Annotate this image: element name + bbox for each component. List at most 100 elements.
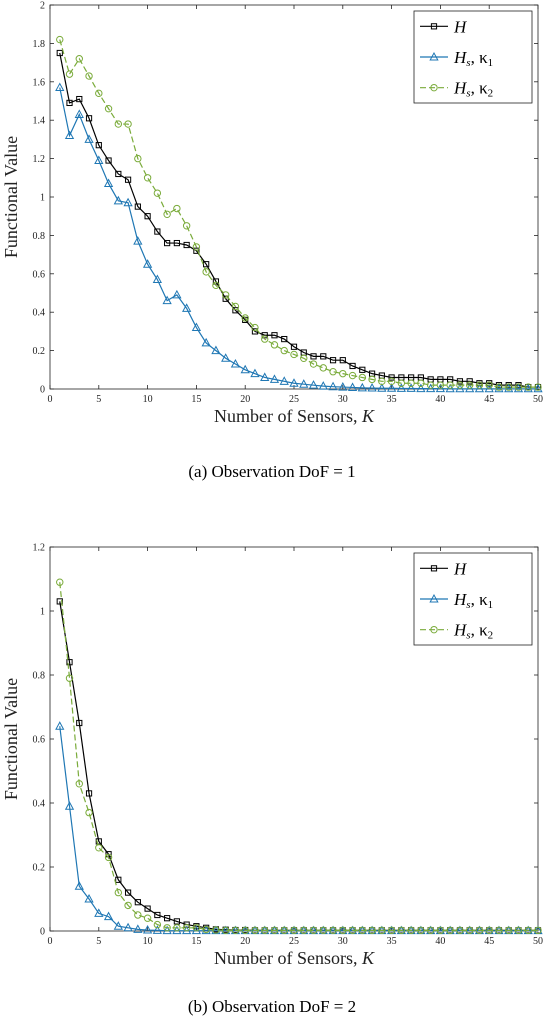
data-point xyxy=(387,377,396,386)
data-point xyxy=(201,337,211,347)
data-point xyxy=(84,893,94,903)
series-0 xyxy=(56,49,542,391)
x-tick-label: 45 xyxy=(484,394,494,405)
data-point xyxy=(495,926,503,935)
data-point xyxy=(193,247,200,254)
data-point xyxy=(426,381,435,389)
data-point xyxy=(75,780,83,788)
data-point xyxy=(505,383,513,391)
data-point xyxy=(84,134,94,143)
data-point xyxy=(485,926,493,935)
data-point xyxy=(436,381,445,389)
data-point xyxy=(494,383,504,393)
data-point xyxy=(388,374,395,381)
x-tick-label: 25 xyxy=(289,936,299,947)
x-tick-label: 35 xyxy=(387,394,397,405)
data-point xyxy=(95,89,103,98)
data-point xyxy=(124,176,132,183)
data-point xyxy=(290,926,298,935)
data-point xyxy=(261,335,269,343)
data-point xyxy=(212,281,220,290)
data-point xyxy=(523,383,533,393)
data-point xyxy=(329,368,337,376)
x-tick-label: 15 xyxy=(191,936,201,947)
data-point xyxy=(134,154,142,163)
data-point xyxy=(475,381,484,389)
data-point xyxy=(104,104,113,113)
data-point xyxy=(377,383,387,392)
y-tick-label: 1.2 xyxy=(33,154,46,165)
data-point xyxy=(192,924,201,932)
data-point xyxy=(251,926,259,935)
x-tick-label: 20 xyxy=(240,394,250,405)
data-point xyxy=(163,924,171,932)
data-point xyxy=(348,926,357,935)
data-point xyxy=(124,889,132,896)
data-point xyxy=(485,381,493,389)
data-point xyxy=(289,378,299,387)
data-point xyxy=(76,719,83,727)
data-point xyxy=(514,383,523,391)
data-point xyxy=(417,379,425,387)
data-point xyxy=(308,380,319,389)
data-point xyxy=(320,353,327,360)
data-point xyxy=(123,922,133,932)
series-2 xyxy=(56,35,542,391)
data-point xyxy=(134,911,142,919)
data-point xyxy=(329,926,337,935)
data-point xyxy=(134,899,141,906)
data-point xyxy=(133,236,143,245)
y-tick-label: 2 xyxy=(40,1,45,12)
data-point xyxy=(113,195,123,205)
data-point xyxy=(76,95,83,103)
data-point xyxy=(56,578,64,586)
data-point xyxy=(202,925,210,934)
y-axis-label: Functional Value xyxy=(1,678,21,800)
y-tick-label: 1 xyxy=(40,607,45,618)
data-point xyxy=(143,914,152,922)
data-point xyxy=(163,210,171,218)
x-tick-label: 40 xyxy=(435,936,445,947)
y-tick-label: 1.8 xyxy=(33,39,46,50)
y-tick-label: 1 xyxy=(40,193,45,204)
data-point xyxy=(250,368,260,378)
data-point xyxy=(85,808,93,817)
legend: H Hs, κ1 Hs, κ2 xyxy=(413,552,533,646)
data-point xyxy=(64,130,75,140)
y-tick-label: 0.2 xyxy=(33,863,46,874)
data-point xyxy=(349,362,356,370)
data-point xyxy=(85,790,93,797)
chart-b: 0 5 10 15 20 25 30 35 40 45 50 0 0.2 0.4 0.6 0.8 1 1.2 Num… xyxy=(1,543,543,969)
data-point xyxy=(202,268,210,276)
data-point xyxy=(124,120,132,128)
legend: H Hs, κ1 Hs, κ2 xyxy=(413,10,533,104)
data-point xyxy=(271,332,278,339)
data-point xyxy=(456,381,464,389)
y-axis-label: Functional Value xyxy=(1,136,21,258)
data-point xyxy=(113,921,123,930)
data-point xyxy=(338,382,348,391)
y-tick-label: 0.4 xyxy=(33,799,46,810)
data-point xyxy=(358,373,367,382)
data-point xyxy=(504,383,514,393)
data-point xyxy=(85,115,93,122)
y-tick-label: 0.8 xyxy=(33,671,46,682)
data-point xyxy=(368,926,376,935)
data-point xyxy=(534,383,542,391)
data-point xyxy=(281,335,288,343)
data-point xyxy=(211,345,221,355)
data-point xyxy=(182,924,191,932)
x-tick-label: 15 xyxy=(191,394,201,405)
data-point xyxy=(309,926,318,935)
data-point xyxy=(417,926,425,935)
data-point xyxy=(319,364,327,372)
legend-marker xyxy=(429,51,439,61)
data-point xyxy=(172,289,182,299)
data-point xyxy=(124,901,132,910)
data-point xyxy=(475,926,484,935)
data-point xyxy=(524,926,532,935)
x-tick-label: 10 xyxy=(143,936,153,947)
data-point xyxy=(114,888,123,897)
data-point xyxy=(144,905,151,912)
data-point xyxy=(339,926,347,935)
